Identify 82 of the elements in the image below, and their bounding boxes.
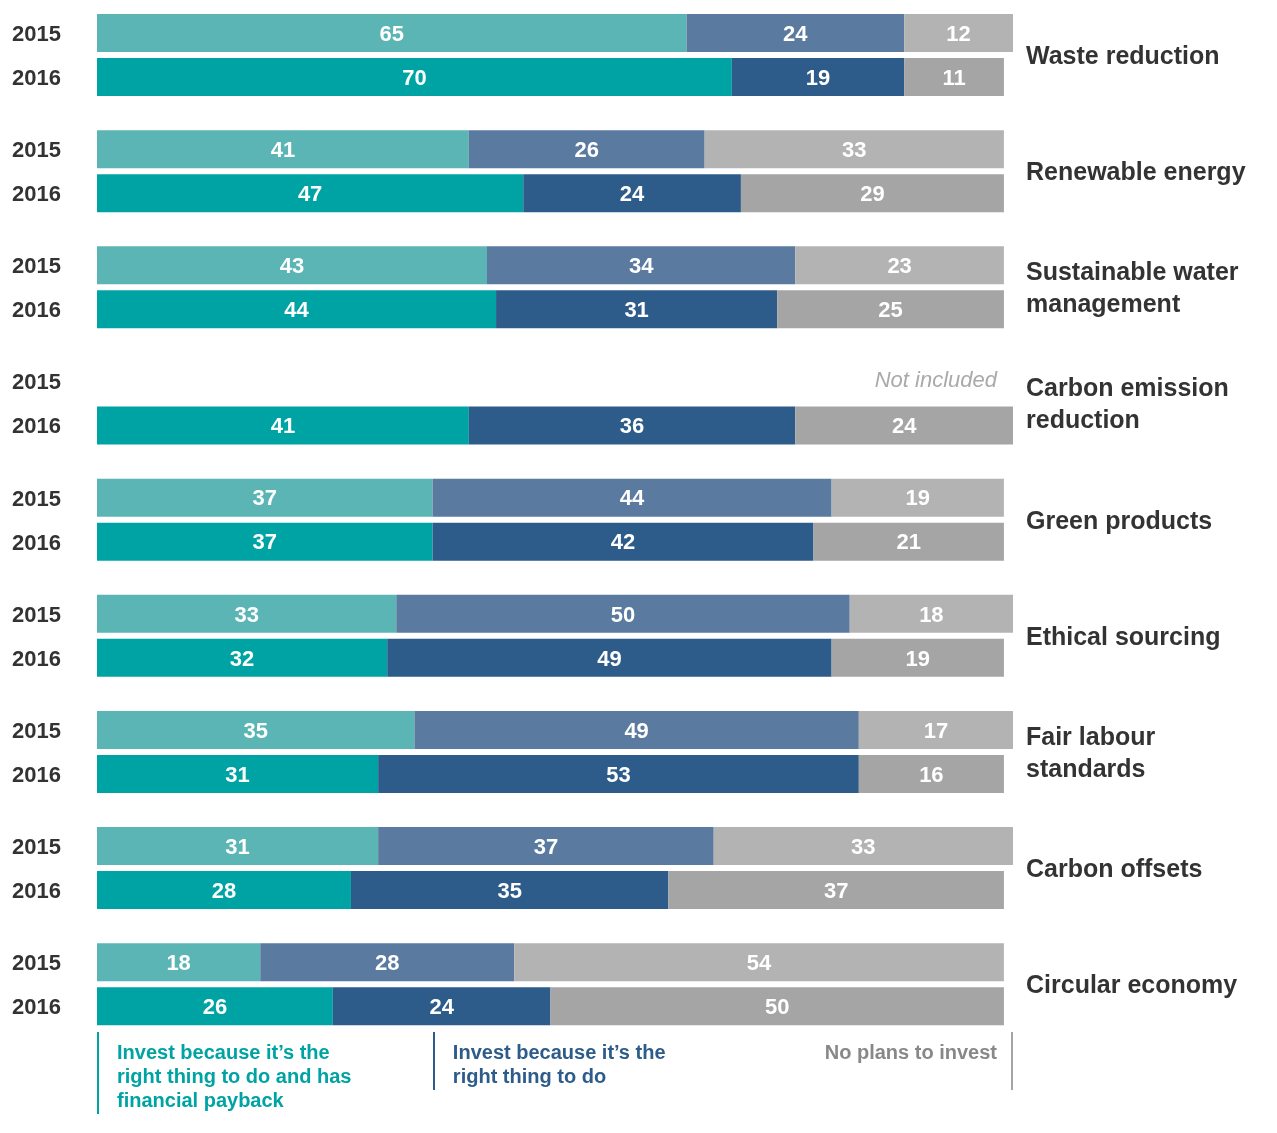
- data-label: 31: [225, 761, 250, 787]
- text: Fair labour standards: [1026, 720, 1157, 784]
- data-label: 24: [619, 180, 646, 206]
- data-label: 33: [851, 833, 876, 859]
- data-label: 36: [619, 413, 645, 439]
- data-label: 50: [764, 994, 790, 1020]
- data-label: 44: [284, 297, 310, 323]
- y-tick-label: 2016: [12, 413, 61, 439]
- data-label: 35: [243, 717, 268, 743]
- data-label: 37: [252, 529, 278, 555]
- y-tick-label: 2016: [12, 645, 61, 671]
- text: Sustainable water management: [1026, 256, 1240, 320]
- data-label: 11: [942, 64, 966, 90]
- data-label: 24: [783, 20, 809, 46]
- text: Circular economy: [1026, 969, 1239, 1001]
- data-label: 41: [270, 136, 296, 162]
- data-label: 17: [923, 717, 949, 743]
- series-label: Invest because it’s the right thing to do and has financial payback: [97, 1032, 367, 1115]
- text: Renewable energy: [1026, 156, 1247, 188]
- data-label: 37: [252, 485, 278, 511]
- data-label: 32: [229, 645, 255, 671]
- annotation: Not included: [873, 367, 997, 394]
- text: Carbon emission reduction: [1026, 372, 1230, 436]
- data-label: 47: [297, 180, 323, 206]
- data-label: 28: [374, 950, 400, 976]
- data-label: 18: [166, 950, 191, 976]
- data-label: 37: [533, 833, 559, 859]
- text: Waste reduction: [1026, 40, 1221, 71]
- data-label: 19: [805, 64, 831, 90]
- data-label: 44: [619, 485, 646, 511]
- data-label: 53: [606, 761, 631, 787]
- data-label: 21: [896, 529, 921, 555]
- data-label: 34: [628, 253, 655, 279]
- y-tick-label: 2015: [12, 485, 61, 511]
- series-label: Invest because it’s the right thing to do: [432, 1032, 703, 1091]
- data-label: 33: [842, 136, 867, 162]
- data-label: 23: [887, 253, 912, 279]
- y-tick-label: 2015: [12, 137, 61, 163]
- data-label: 33: [234, 601, 259, 627]
- y-tick-label: 2016: [12, 878, 61, 904]
- data-label: 12: [946, 20, 971, 46]
- text: Carbon offsets: [1026, 853, 1204, 885]
- data-label: 26: [202, 994, 228, 1020]
- data-label: 16: [919, 761, 944, 787]
- data-label: 25: [878, 297, 903, 323]
- data-label: 19: [905, 485, 930, 511]
- data-label: 50: [610, 601, 636, 627]
- y-tick-label: 2016: [12, 994, 61, 1020]
- data-label: 54: [746, 950, 773, 976]
- data-label: 35: [497, 877, 522, 903]
- y-tick-label: 2016: [12, 65, 61, 90]
- y-tick-label: 2015: [12, 950, 61, 976]
- y-tick-label: 2016: [12, 297, 61, 323]
- y-tick-label: 2015: [12, 369, 61, 395]
- data-label: 18: [919, 601, 944, 627]
- y-tick-label: 2015: [12, 21, 61, 46]
- y-tick-label: 2015: [12, 601, 61, 627]
- data-label: 28: [211, 877, 237, 903]
- data-label: 43: [279, 253, 305, 279]
- series-label: No plans to invest: [773, 1032, 1013, 1091]
- text: Ethical sourcing: [1026, 620, 1222, 652]
- data-label: 19: [905, 645, 930, 671]
- y-tick-label: 2015: [12, 717, 61, 743]
- text: Green products: [1026, 504, 1214, 536]
- data-label: 70: [402, 64, 427, 90]
- y-tick-label: 2016: [12, 181, 61, 207]
- y-tick-label: 2015: [12, 253, 61, 279]
- data-label: 37: [823, 877, 849, 903]
- data-label: 31: [225, 833, 250, 859]
- data-label: 65: [379, 20, 404, 46]
- data-label: 26: [574, 136, 599, 162]
- data-label: 29: [860, 180, 885, 206]
- data-label: 49: [597, 645, 622, 671]
- data-label: 24: [891, 413, 918, 439]
- data-label: 49: [624, 717, 649, 743]
- data-label: 24: [429, 994, 455, 1020]
- data-label: 41: [270, 413, 296, 439]
- data-label: 42: [610, 529, 636, 555]
- y-tick-label: 2015: [12, 834, 61, 860]
- y-tick-label: 2016: [12, 761, 61, 787]
- data-label: 31: [624, 297, 649, 323]
- y-tick-label: 2016: [12, 529, 61, 555]
